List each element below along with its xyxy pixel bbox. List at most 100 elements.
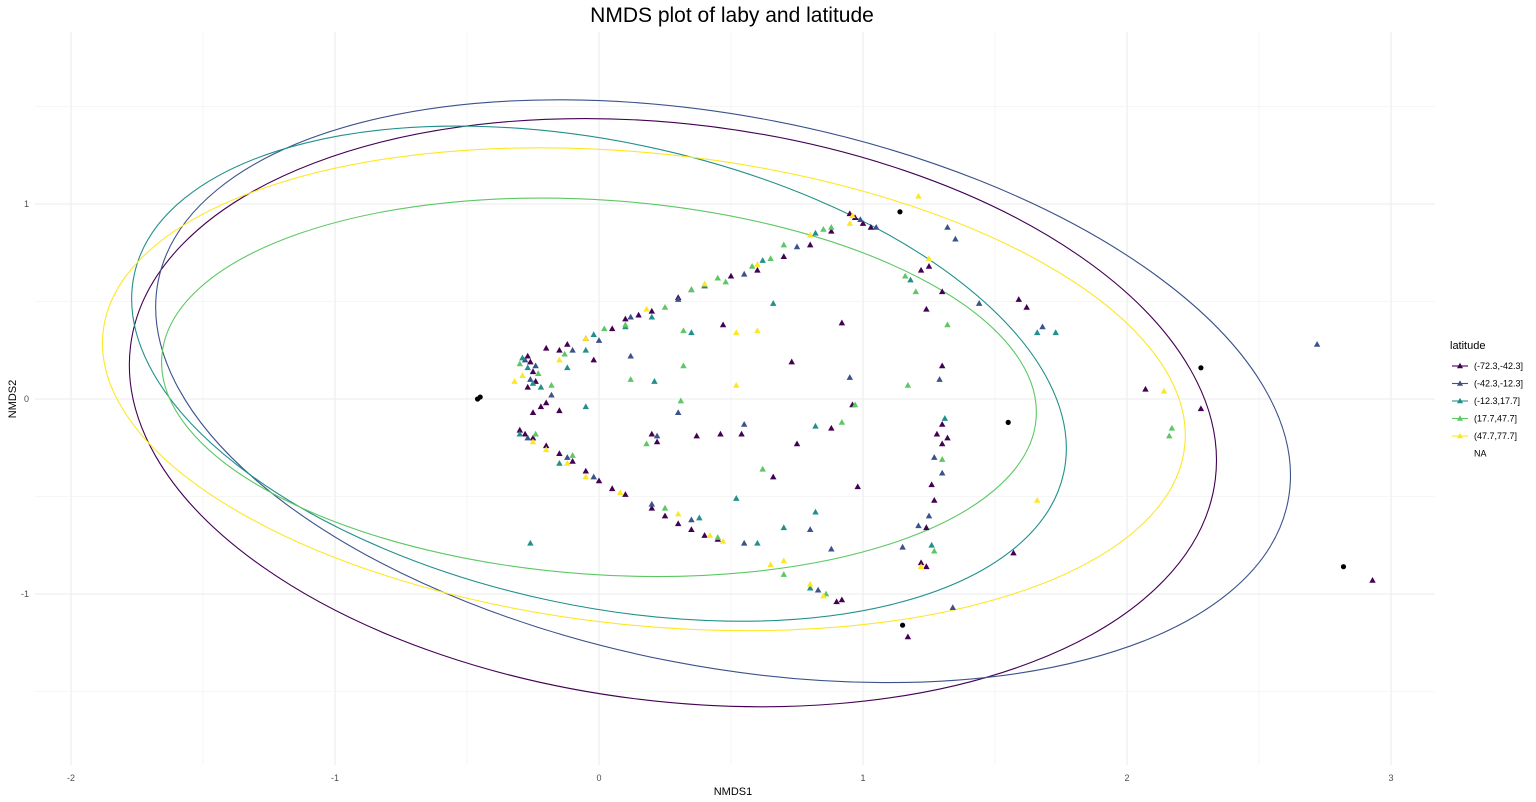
data-point xyxy=(516,360,524,367)
data-point xyxy=(806,580,814,587)
data-point xyxy=(759,257,766,263)
data-point xyxy=(556,346,563,353)
y-tick-label: 1 xyxy=(24,199,29,209)
data-point xyxy=(608,485,616,492)
legend-entry: (-72.3,-42.3] xyxy=(1452,361,1523,371)
data-point xyxy=(900,622,906,628)
data-point xyxy=(595,477,603,484)
data-point xyxy=(548,381,555,388)
data-point xyxy=(1197,405,1205,412)
data-point xyxy=(812,422,819,429)
data-point xyxy=(917,559,925,566)
data-point xyxy=(944,224,951,230)
data-point xyxy=(627,352,634,359)
data-point xyxy=(754,266,761,273)
data-point xyxy=(793,440,801,447)
x-tick-label: 1 xyxy=(860,773,865,783)
data-point xyxy=(806,584,814,591)
data-point xyxy=(857,216,864,222)
data-point xyxy=(542,399,550,406)
data-point xyxy=(917,563,925,570)
data-point xyxy=(907,276,914,283)
data-point xyxy=(1034,329,1041,336)
data-point xyxy=(793,243,801,250)
legend-label: (-72.3,-42.3] xyxy=(1474,361,1523,371)
data-point xyxy=(653,432,661,439)
data-point xyxy=(651,378,658,384)
data-point xyxy=(933,430,941,437)
data-point xyxy=(643,440,650,447)
data-point xyxy=(931,497,938,503)
data-point xyxy=(556,459,563,466)
data-point xyxy=(812,229,819,236)
data-point xyxy=(688,516,695,523)
data-point xyxy=(767,255,774,261)
data-point xyxy=(590,331,597,338)
data-point xyxy=(1160,387,1168,394)
data-point xyxy=(680,362,687,369)
x-axis-label: NMDS1 xyxy=(714,786,753,798)
data-point xyxy=(931,454,938,460)
data-point xyxy=(696,514,703,521)
data-point xyxy=(714,534,722,540)
data-point xyxy=(582,346,590,353)
data-point xyxy=(780,524,788,531)
data-point xyxy=(622,491,629,497)
data-point xyxy=(944,321,951,328)
data-point xyxy=(582,467,590,474)
data-point xyxy=(838,319,846,326)
data-point xyxy=(1369,576,1376,583)
confidence-ellipse xyxy=(161,197,1037,578)
data-point xyxy=(674,409,682,416)
confidence-ellipse xyxy=(131,125,1067,622)
data-point xyxy=(582,335,590,341)
y-tick-label: -1 xyxy=(21,589,29,599)
data-point xyxy=(648,500,656,507)
data-point xyxy=(616,489,624,495)
data-point xyxy=(653,438,661,445)
data-point xyxy=(688,329,695,336)
legend-title: latitude xyxy=(1450,340,1485,352)
data-point xyxy=(925,255,933,261)
data-point xyxy=(936,376,943,382)
data-point xyxy=(923,305,930,312)
data-point xyxy=(727,272,735,279)
data-point xyxy=(780,241,788,248)
data-point xyxy=(733,329,740,336)
data-point xyxy=(1005,419,1011,425)
data-point xyxy=(582,473,590,480)
legend-marker xyxy=(1456,362,1464,369)
data-point xyxy=(548,391,555,398)
data-point xyxy=(838,419,846,425)
data-point xyxy=(1015,296,1022,302)
data-point xyxy=(529,368,537,375)
confidence-ellipse xyxy=(128,118,1218,708)
data-point xyxy=(915,522,922,529)
data-point xyxy=(1142,385,1149,392)
data-point xyxy=(569,452,576,458)
data-point xyxy=(748,263,756,269)
data-point xyxy=(519,354,526,361)
data-point xyxy=(595,337,603,343)
data-point xyxy=(677,397,685,404)
legend-entry: (-42.3,-12.3] xyxy=(1452,379,1523,389)
data-point xyxy=(925,263,933,269)
legend-marker xyxy=(1456,397,1464,404)
data-point xyxy=(532,430,539,437)
data-point xyxy=(814,586,822,593)
data-point xyxy=(564,454,571,460)
data-point xyxy=(846,374,854,380)
data-point xyxy=(674,296,682,302)
data-point xyxy=(938,440,946,447)
data-point xyxy=(812,508,819,515)
data-point xyxy=(828,424,835,431)
data-point xyxy=(569,346,576,353)
data-point xyxy=(680,327,687,334)
data-point xyxy=(529,409,537,416)
data-point xyxy=(556,356,563,363)
data-point xyxy=(759,465,766,472)
data-point xyxy=(661,512,669,519)
data-point xyxy=(524,364,531,371)
data-point xyxy=(828,227,835,234)
